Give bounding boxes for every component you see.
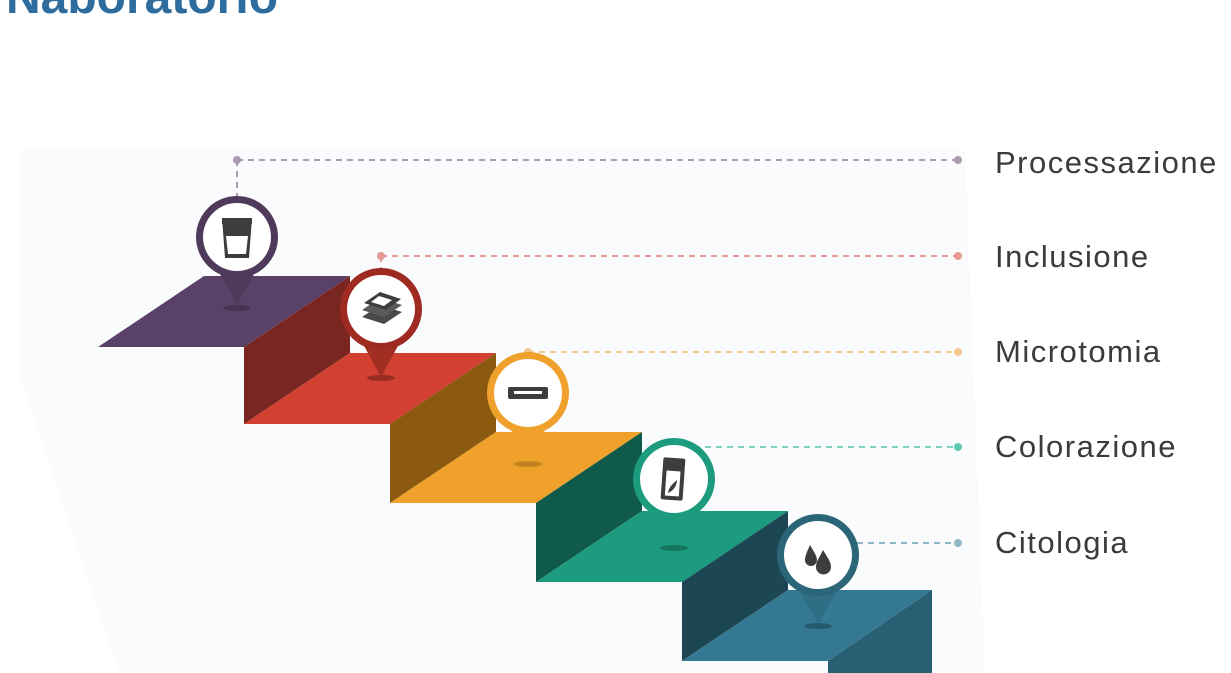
slide-title: Naboratorio [6,0,278,26]
label-colorazione: Colorazione [995,429,1177,464]
step-top [244,353,496,424]
step-inclusione [244,276,496,424]
label-inclusione: Inclusione [995,239,1150,274]
glass-icon [222,218,252,258]
leader-inclusione [377,252,962,272]
label-citologia: Citologia [995,525,1130,560]
cassette-stack-icon [362,292,402,324]
pin-inclusione [340,268,422,381]
label-microtomia: Microtomia [995,334,1162,369]
step-riser [390,353,496,503]
label-processazione: Processazione [995,145,1218,180]
step-microtomia [390,353,642,503]
leader-colorazione [694,443,962,451]
step-top [390,432,642,503]
pin-citologia [777,514,859,629]
leader-processazione [233,156,962,199]
step-processazione [98,276,350,347]
pin-microtomia [487,352,569,467]
step-riser [536,432,642,582]
microtome-blade-icon [508,387,548,399]
step-top [98,276,350,347]
step-riser [244,276,350,424]
step-riser [682,511,788,661]
pin-processazione [196,196,278,311]
pin-colorazione [633,438,715,551]
leader-citologia [857,539,962,547]
slide-icon [660,457,686,501]
step-side [828,590,932,673]
droplets-icon [805,545,831,575]
